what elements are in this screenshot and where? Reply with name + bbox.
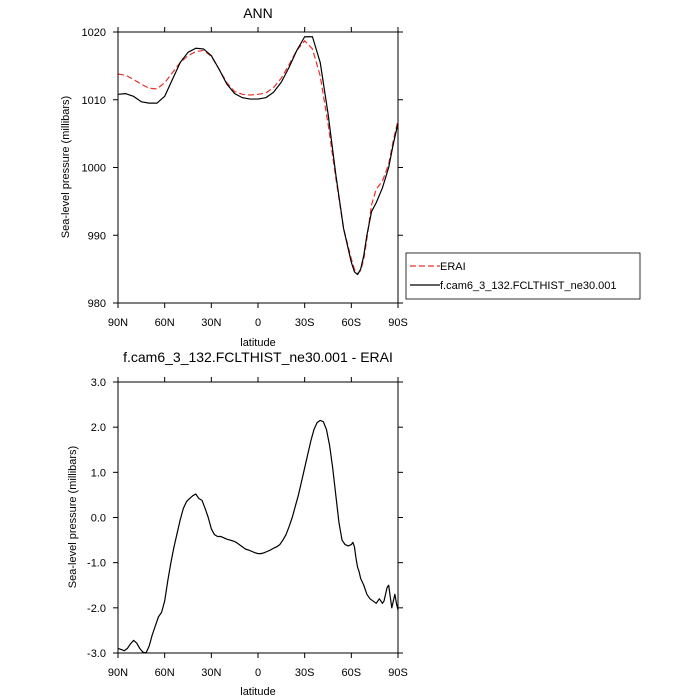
legend-label-model: f.cam6_3_132.FCLTHIST_ne30.001 bbox=[440, 280, 617, 292]
top-plot-frame bbox=[117, 31, 399, 304]
bottom-y-tick-label: 0.0 bbox=[91, 513, 106, 525]
top-series-line-0 bbox=[117, 40, 399, 275]
bottom-chart: f.cam6_3_132.FCLTHIST_ne30.001 - ERAI 90… bbox=[67, 349, 408, 698]
top-y-tick-label: 1020 bbox=[82, 27, 106, 39]
legend-label-erai: ERAI bbox=[440, 261, 466, 273]
top-x-tick-label: 90S bbox=[388, 317, 408, 329]
legend-box bbox=[405, 252, 641, 300]
bottom-x-axis: 90N 60N 30N 0 30S 60S 90S bbox=[108, 377, 408, 679]
bottom-series-line-0 bbox=[117, 419, 399, 654]
bottom-x-tick-label: 60N bbox=[155, 667, 175, 679]
top-y-axis: 980 990 1000 1010 1020 bbox=[82, 27, 403, 310]
bottom-x-tick-label: 90S bbox=[388, 667, 408, 679]
bottom-y-tick-label: 2.0 bbox=[91, 422, 106, 434]
top-plot-area bbox=[117, 36, 399, 276]
bottom-y-tick-label: -1.0 bbox=[87, 558, 106, 570]
top-y-tick-label: 1000 bbox=[82, 163, 106, 175]
bottom-plot-area bbox=[117, 419, 399, 654]
top-x-tick-label: 60N bbox=[155, 317, 175, 329]
top-y-tick-label: 990 bbox=[88, 230, 106, 242]
bottom-y-tick-label: 3.0 bbox=[91, 377, 106, 389]
top-series-line-1 bbox=[117, 36, 399, 276]
bottom-y-axis: -3.0 -2.0 -1.0 0.0 1.0 2.0 3.0 bbox=[87, 377, 403, 660]
top-x-axis-title: latitude bbox=[240, 337, 275, 349]
top-x-axis: 90N 60N 30N 0 30S 60S 90S bbox=[108, 27, 408, 329]
bottom-x-tick-label: 0 bbox=[255, 667, 261, 679]
bottom-chart-title: f.cam6_3_132.FCLTHIST_ne30.001 - ERAI bbox=[123, 349, 393, 365]
top-chart: ANN 90N 60N 30N 0 30S 60S 90S 980 990 1000 1010 10… bbox=[60, 5, 641, 349]
top-y-tick-label: 980 bbox=[88, 298, 106, 310]
top-x-tick-label: 30S bbox=[295, 317, 315, 329]
bottom-x-tick-label: 90N bbox=[108, 667, 128, 679]
bottom-x-axis-title: latitude bbox=[240, 686, 275, 698]
bottom-y-tick-label: -3.0 bbox=[87, 648, 106, 660]
bottom-y-tick-label: 1.0 bbox=[91, 467, 106, 479]
top-y-axis-title: Sea-level pressure (millibars) bbox=[60, 96, 72, 238]
bottom-y-tick-label: -2.0 bbox=[87, 603, 106, 615]
legend: ERAI f.cam6_3_132.FCLTHIST_ne30.001 bbox=[405, 252, 641, 300]
bottom-plot-frame bbox=[117, 381, 399, 654]
top-x-tick-label: 0 bbox=[255, 317, 261, 329]
top-chart-title: ANN bbox=[243, 5, 273, 21]
top-y-tick-label: 1010 bbox=[82, 95, 106, 107]
bottom-y-axis-title: Sea-level pressure (millibars) bbox=[67, 446, 79, 588]
bottom-x-tick-label: 30S bbox=[295, 667, 315, 679]
bottom-x-tick-label: 60S bbox=[342, 667, 362, 679]
top-x-tick-label: 60S bbox=[342, 317, 362, 329]
bottom-x-tick-label: 30N bbox=[201, 667, 221, 679]
top-x-tick-label: 90N bbox=[108, 317, 128, 329]
top-x-tick-label: 30N bbox=[201, 317, 221, 329]
